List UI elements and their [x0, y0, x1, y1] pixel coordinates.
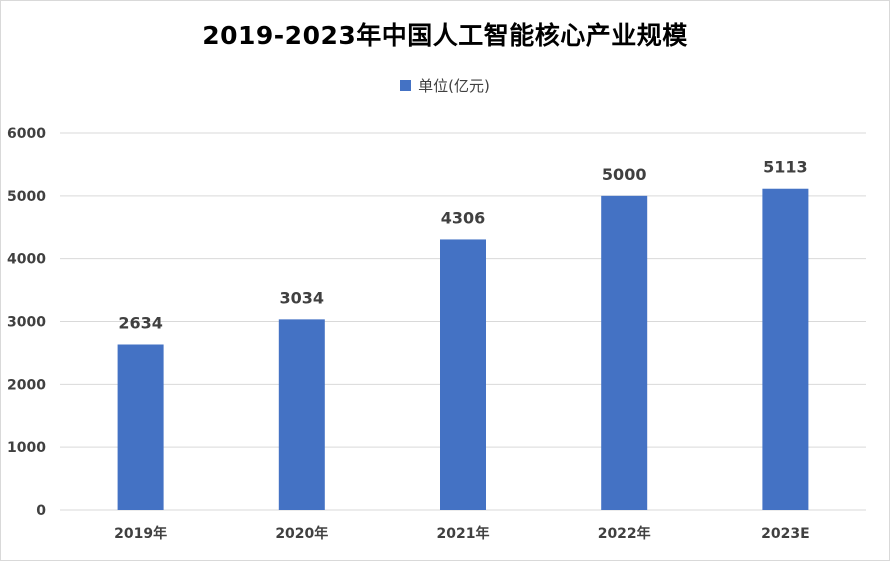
x-tick-label: 2021年: [437, 525, 490, 542]
chart-title: 2019-2023年中国人工智能核心产业规模: [202, 21, 688, 50]
bar: [117, 344, 164, 510]
y-tick-label: 6000: [7, 126, 46, 142]
y-tick-label: 4000: [7, 252, 46, 268]
legend-label: 单位(亿元): [418, 77, 490, 95]
legend: 单位(亿元): [0, 75, 890, 96]
y-tick-label: 0: [36, 503, 46, 519]
bar: [601, 195, 648, 511]
bar: [278, 319, 325, 510]
y-tick-label: 2000: [7, 377, 46, 393]
x-tick-label: 2023E: [761, 526, 810, 542]
y-tick-label: 1000: [7, 440, 46, 456]
bar: [762, 188, 809, 511]
data-label: 4306: [441, 208, 486, 227]
legend-swatch: [400, 80, 412, 91]
bar: [440, 239, 486, 510]
data-label: 5113: [763, 158, 808, 177]
y-tick-label: 3000: [7, 315, 46, 331]
data-label: 2634: [118, 313, 163, 332]
x-tick-label: 2022年: [598, 525, 651, 542]
x-tick-label: 2020年: [275, 525, 328, 542]
y-tick-label: 5000: [7, 189, 46, 205]
x-tick-label: 2019年: [114, 525, 167, 542]
data-label: 3034: [280, 288, 325, 307]
data-label: 5000: [602, 165, 647, 184]
